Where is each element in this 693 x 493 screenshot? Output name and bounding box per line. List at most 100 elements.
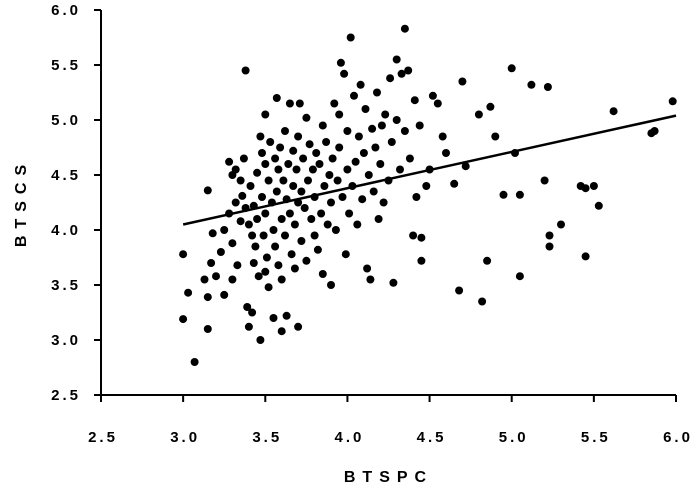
- data-point: [527, 80, 536, 89]
- data-point: [294, 322, 303, 331]
- y-tick-label: 5.0: [51, 112, 81, 129]
- data-point: [261, 209, 270, 218]
- data-point: [387, 138, 396, 146]
- data-point: [248, 231, 257, 240]
- data-point: [231, 198, 240, 207]
- data-point: [428, 91, 437, 100]
- data-point: [297, 187, 306, 196]
- x-tick-label: 3.0: [170, 429, 200, 446]
- data-point: [304, 176, 312, 185]
- data-point: [243, 303, 252, 311]
- data-point: [650, 127, 659, 135]
- data-point: [274, 261, 283, 270]
- data-point: [294, 132, 303, 141]
- data-point: [272, 94, 281, 102]
- data-point: [236, 217, 245, 226]
- data-point: [343, 127, 352, 135]
- data-point: [212, 272, 220, 281]
- data-point: [379, 198, 388, 207]
- data-point: [274, 165, 283, 174]
- x-tick-label: 5.0: [499, 429, 529, 446]
- data-point: [499, 190, 508, 199]
- data-point: [438, 132, 447, 141]
- data-point: [478, 297, 487, 306]
- data-point: [313, 245, 322, 254]
- y-tick-labels: 2.5 3.0 3.5 4.0 4.5 5.0 5.5 6.0: [51, 2, 81, 404]
- data-point: [545, 242, 554, 251]
- data-point: [285, 209, 294, 218]
- data-point: [269, 314, 278, 322]
- data-point: [412, 193, 421, 201]
- data-point: [397, 69, 406, 78]
- data-point: [594, 201, 603, 210]
- data-point: [515, 190, 524, 199]
- data-point: [346, 33, 355, 42]
- data-point: [433, 99, 442, 108]
- data-point: [325, 171, 334, 179]
- data-point: [256, 132, 265, 141]
- data-point: [369, 187, 378, 196]
- data-point: [415, 121, 424, 130]
- y-tick-label: 4.0: [51, 222, 81, 239]
- data-point: [277, 275, 286, 284]
- data-point: [241, 66, 250, 75]
- data-point: [228, 275, 237, 284]
- data-point: [295, 99, 304, 108]
- data-point: [184, 288, 193, 297]
- data-point: [277, 215, 286, 223]
- data-point: [328, 154, 337, 163]
- data-point: [261, 267, 270, 276]
- data-point: [249, 259, 258, 267]
- x-tick-label: 3.5: [252, 429, 282, 446]
- data-point: [302, 113, 311, 122]
- data-point: [486, 102, 495, 111]
- data-point: [203, 293, 212, 302]
- data-point: [287, 250, 296, 259]
- data-point: [289, 182, 298, 190]
- x-axis-title: BTSPC: [344, 469, 433, 486]
- data-point: [491, 132, 500, 141]
- data-point: [318, 270, 327, 278]
- data-point: [244, 220, 253, 229]
- data-point: [422, 182, 431, 190]
- data-point: [515, 272, 524, 281]
- x-tick-label: 4.5: [417, 429, 447, 446]
- data-point: [179, 315, 188, 324]
- data-point: [340, 69, 349, 78]
- data-point: [220, 226, 229, 234]
- data-point: [458, 77, 467, 86]
- data-point: [264, 283, 273, 292]
- data-point: [281, 231, 289, 240]
- data-point: [405, 154, 414, 163]
- data-point: [668, 97, 677, 106]
- data-point: [410, 96, 419, 105]
- data-point: [366, 275, 375, 284]
- x-tick-label: 4.0: [334, 429, 364, 446]
- data-point: [396, 165, 404, 174]
- data-point: [305, 140, 314, 149]
- y-tick-label: 3.0: [51, 332, 81, 349]
- data-point: [581, 184, 590, 193]
- regression-line: [182, 114, 677, 226]
- data-point: [200, 275, 209, 284]
- data-point: [345, 209, 354, 218]
- data-point: [284, 160, 293, 168]
- data-point: [341, 250, 350, 259]
- y-tick-label: 6.0: [51, 2, 81, 19]
- data-point: [179, 250, 188, 259]
- data-point: [310, 231, 319, 240]
- data-point: [351, 157, 360, 166]
- data-point: [207, 259, 216, 267]
- data-point: [417, 233, 426, 242]
- data-point: [338, 193, 347, 201]
- data-point: [271, 154, 280, 163]
- data-point: [307, 215, 316, 223]
- data-point: [359, 149, 368, 157]
- data-point: [256, 336, 265, 344]
- data-points: [179, 24, 677, 366]
- data-point: [331, 226, 340, 234]
- data-point: [353, 220, 362, 229]
- data-point: [354, 132, 363, 141]
- data-point: [358, 195, 367, 204]
- data-point: [302, 256, 311, 265]
